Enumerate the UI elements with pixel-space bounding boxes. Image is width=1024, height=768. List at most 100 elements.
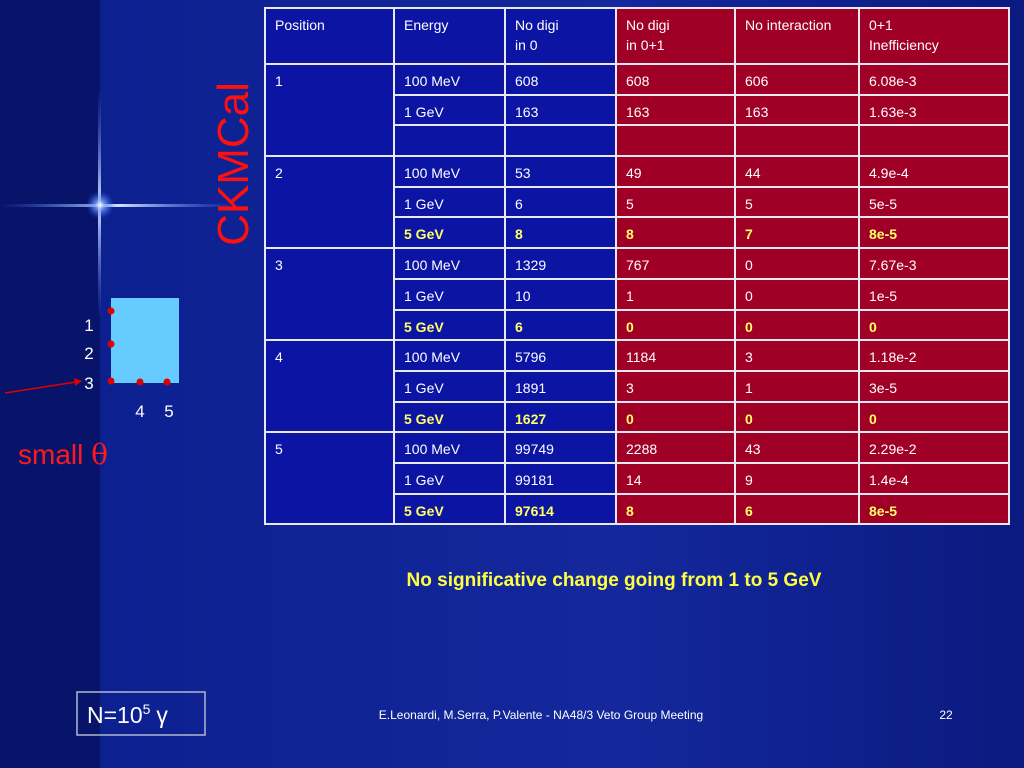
header-line: Position bbox=[275, 17, 325, 33]
cell: 44 bbox=[734, 155, 860, 188]
cell: 5 GeV bbox=[393, 400, 506, 434]
cell: 1e-5 bbox=[858, 277, 1010, 311]
sparkle bbox=[86, 191, 114, 219]
cell: 1.63e-3 bbox=[858, 93, 1010, 127]
data-row: 5 GeV 8 8 7 8e-5 bbox=[265, 216, 1010, 250]
row-label: 2 bbox=[84, 344, 93, 363]
cell: 100 MeV bbox=[393, 339, 506, 372]
cell: 1184 bbox=[615, 339, 736, 372]
cell: 0 bbox=[734, 400, 860, 434]
data-row: 5 GeV 1627 0 0 0 bbox=[265, 400, 1010, 434]
header-cell: No interaction bbox=[734, 7, 860, 65]
stat-exponent: 5 bbox=[143, 701, 151, 717]
cell: 3e-5 bbox=[858, 369, 1010, 403]
cell: 43 bbox=[734, 431, 860, 464]
cell bbox=[858, 124, 1010, 158]
theta: θ bbox=[91, 438, 108, 471]
cell: 14 bbox=[615, 461, 736, 495]
points bbox=[107, 307, 171, 386]
data-row: 1 GeV 99181 14 9 1.4e-4 bbox=[265, 461, 1010, 495]
header-line: in 0 bbox=[515, 37, 538, 53]
cell: 99749 bbox=[504, 431, 617, 464]
cell: 8e-5 bbox=[858, 216, 1010, 250]
header-line: No interaction bbox=[745, 17, 832, 33]
data-row: 3 100 MeV 1329 767 0 7.67e-3 bbox=[264, 247, 1010, 342]
header-line: No digi bbox=[626, 17, 670, 33]
cell: 163 bbox=[734, 93, 860, 127]
small-text: small bbox=[18, 439, 83, 470]
arrow bbox=[4, 381, 77, 394]
cell: 1891 bbox=[504, 369, 617, 403]
cell: 1627 bbox=[504, 400, 617, 434]
cell: 5 bbox=[734, 185, 860, 219]
cell: 0 bbox=[734, 277, 860, 311]
cell: 0 bbox=[615, 308, 736, 342]
cell: 8 bbox=[615, 492, 736, 526]
cell: 4.9e-4 bbox=[858, 155, 1010, 188]
cell: 7.67e-3 bbox=[858, 247, 1010, 280]
cell: 10 bbox=[504, 277, 617, 311]
header-cell: No digi in 0+1 bbox=[615, 7, 736, 65]
header-cell: Position bbox=[264, 7, 395, 65]
cell bbox=[504, 124, 617, 158]
sparkle bbox=[0, 204, 240, 207]
cell: 6 bbox=[504, 185, 617, 219]
column-label: 4 bbox=[135, 402, 144, 421]
header-row: Position Energy No digi in 0 No digi in 0+1 No… bbox=[264, 7, 1010, 65]
data-row: 5 GeV 97614 8 6 8e-5 bbox=[265, 492, 1010, 526]
cell: 8e-5 bbox=[858, 492, 1010, 526]
data-row: 1 GeV 10 1 0 1e-5 bbox=[265, 277, 1010, 311]
cell: 0 bbox=[615, 400, 736, 434]
cell: 163 bbox=[504, 93, 617, 127]
data-row: 1 GeV 1891 3 1 3e-5 bbox=[265, 369, 1010, 403]
header-cell: 0+1 Inefficiency bbox=[858, 7, 1010, 65]
header-cell: Energy bbox=[393, 7, 506, 65]
stat-symbol: γ bbox=[156, 702, 168, 728]
cell: 767 bbox=[615, 247, 736, 280]
small-angle: small θ bbox=[18, 438, 108, 471]
cell: 1 GeV bbox=[393, 277, 506, 311]
position-cell: 3 bbox=[264, 247, 395, 342]
cell: 606 bbox=[734, 63, 860, 96]
column-label: 5 bbox=[164, 402, 173, 421]
cell: 0 bbox=[734, 308, 860, 342]
cell: 608 bbox=[504, 63, 617, 96]
data-row: 5 100 MeV 99749 2288 43 2.29e-2 bbox=[264, 431, 1010, 526]
cell: 5 bbox=[615, 185, 736, 219]
cell: 1.18e-2 bbox=[858, 339, 1010, 372]
cell: 100 MeV bbox=[393, 431, 506, 464]
stat-base: N=10 bbox=[87, 702, 143, 728]
cell: 6 bbox=[734, 492, 860, 526]
title: CKMCal bbox=[209, 82, 258, 246]
row-label: 3 bbox=[84, 374, 93, 393]
data-row: 5 GeV 6 0 0 0 bbox=[265, 308, 1010, 342]
cell: 5796 bbox=[504, 339, 617, 372]
position-cell: 1 bbox=[264, 62, 395, 158]
cell: 0 bbox=[858, 400, 1010, 434]
cell: 2.29e-2 bbox=[858, 431, 1010, 464]
header-line: No digi bbox=[515, 17, 559, 33]
cell: 8 bbox=[504, 216, 617, 250]
cell: 1 GeV bbox=[393, 369, 506, 403]
row-label: 1 bbox=[84, 316, 93, 335]
cell: 7 bbox=[734, 216, 860, 250]
header-cell: No digi in 0 bbox=[504, 7, 617, 65]
cell: 5 GeV bbox=[393, 492, 506, 526]
data-row: 1 100 MeV 608 608 606 6.08e-3 bbox=[264, 62, 1010, 158]
header-line: 0+1 bbox=[869, 17, 893, 33]
cell: 6.08e-3 bbox=[858, 63, 1010, 96]
cell: 5 GeV bbox=[393, 308, 506, 342]
cell: 6 bbox=[504, 308, 617, 342]
position-cell: 2 bbox=[264, 155, 395, 250]
cell bbox=[734, 124, 860, 158]
arrow-head bbox=[74, 378, 82, 386]
cell: 5e-5 bbox=[858, 185, 1010, 219]
cell: 1 GeV bbox=[393, 93, 506, 127]
cell: 5 GeV bbox=[393, 216, 506, 250]
cell: 1.4e-4 bbox=[858, 461, 1010, 495]
footer: E.Leonardi, M.Serra, P.Valente - NA48/3 … bbox=[379, 708, 703, 722]
cell: 1329 bbox=[504, 247, 617, 280]
statistics: N=105 γ bbox=[87, 701, 168, 728]
